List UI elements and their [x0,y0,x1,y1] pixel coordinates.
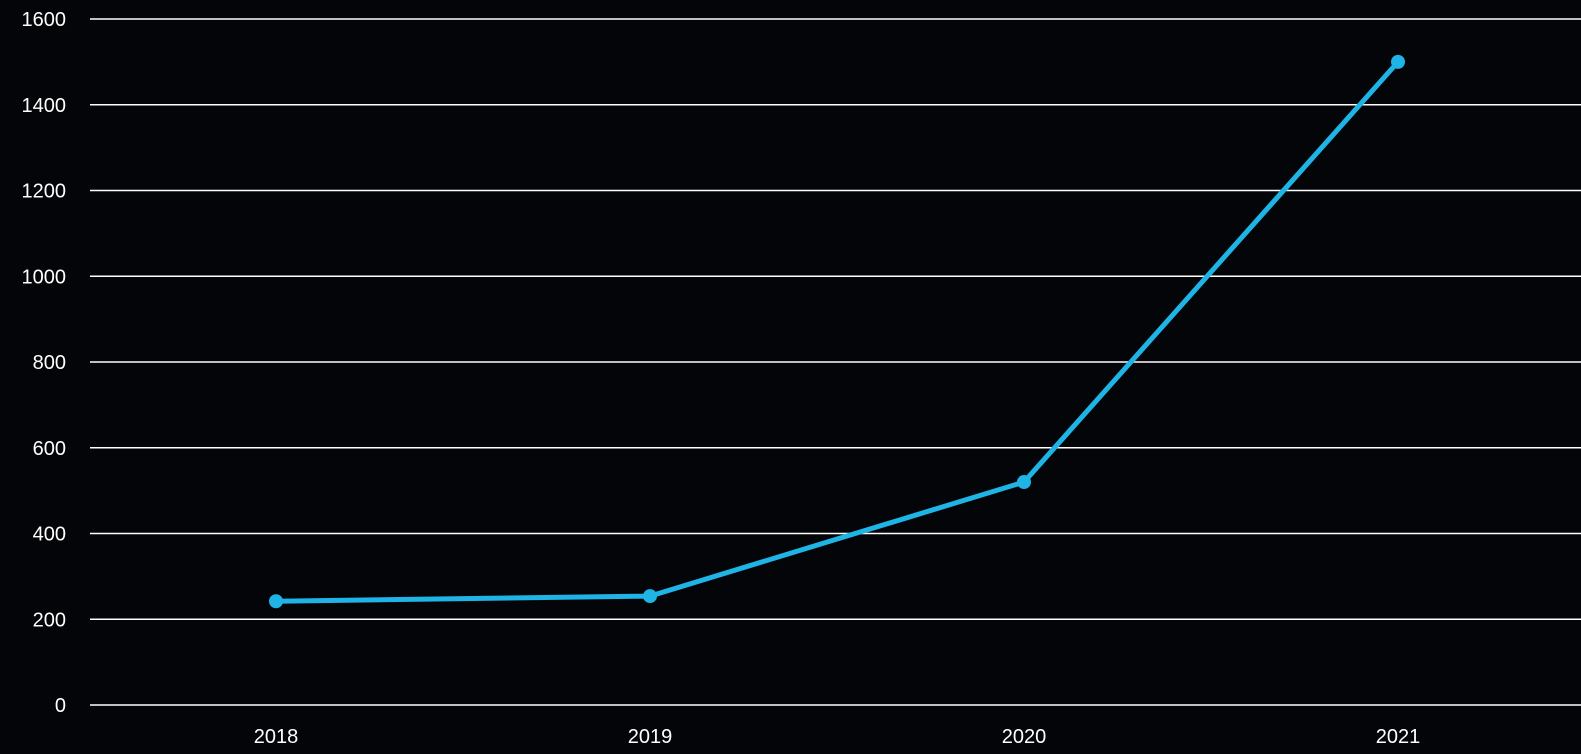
y-tick-label: 1600 [22,9,67,31]
y-tick-label: 400 [33,524,66,546]
y-tick-label: 1400 [22,95,67,117]
y-tick-label: 600 [33,438,66,460]
x-axis-tick-labels: 2018 2019 2020 2021 [254,726,1421,748]
series-line-0 [273,59,1401,604]
x-tick-label: 2018 [254,726,299,748]
y-tick-label: 0 [55,695,66,717]
gridlines [90,18,1581,706]
data-point-2019[interactable] [643,589,657,604]
data-point-2018[interactable] [269,594,283,609]
data-point-2021[interactable] [1391,54,1405,69]
x-tick-label: 2021 [1376,726,1421,748]
y-tick-label: 200 [33,609,66,631]
x-tick-label: 2020 [1002,726,1047,748]
y-tick-label: 800 [33,352,66,374]
series-layer [269,54,1405,609]
y-axis-tick-labels: 0 200 400 600 800 1000 1200 1400 1600 [22,9,67,717]
data-point-2020[interactable] [1017,475,1031,490]
y-tick-label: 1000 [22,266,67,288]
x-tick-label: 2019 [628,726,673,748]
y-tick-label: 1200 [22,181,67,203]
